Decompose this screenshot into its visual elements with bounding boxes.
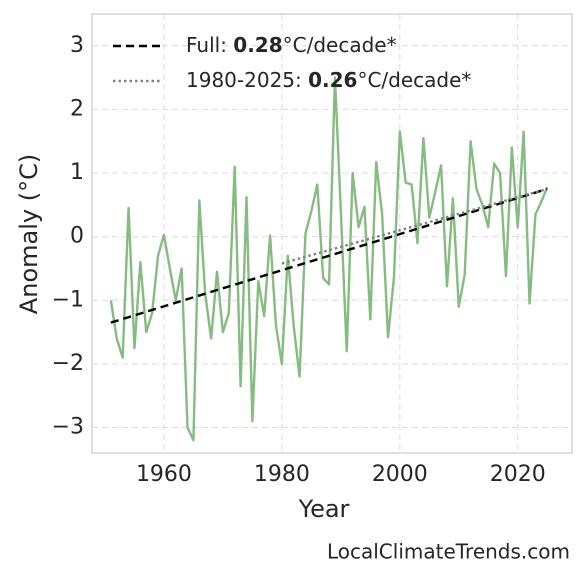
trend-line <box>110 187 548 324</box>
x-tick-label: 1980 <box>254 462 310 487</box>
trend-line <box>281 187 548 265</box>
x-axis-label: Year <box>298 495 350 523</box>
y-tick-label: 3 <box>70 33 84 58</box>
legend-text: 0.28 <box>233 33 282 57</box>
legend-label: 1980-2025: 0.26°C/decade* <box>186 68 471 92</box>
legend-text: °C/decade* <box>357 68 471 92</box>
data-line <box>109 76 549 442</box>
y-axis-label: Anomaly (°C) <box>15 154 43 314</box>
y-tick-label: 0 <box>70 224 84 249</box>
y-tick-label: 1 <box>70 160 84 185</box>
legend-label: Full: 0.28°C/decade* <box>186 33 397 57</box>
legend-text: °C/decade* <box>283 33 397 57</box>
y-tick-label: −3 <box>52 415 84 440</box>
y-tick-label: −2 <box>52 351 84 376</box>
x-tick-label: 2020 <box>490 462 546 487</box>
source: LocalClimateTrends.com <box>327 540 570 564</box>
x-tick-label: 1960 <box>136 462 192 487</box>
y-tick-label: 2 <box>70 96 84 121</box>
legend-text: 0.26 <box>308 68 357 92</box>
legend-text: 1980-2025: <box>186 68 308 92</box>
y-tick-label: −1 <box>52 287 84 312</box>
legend-text: Full: <box>186 33 233 57</box>
plot-frame <box>91 13 573 454</box>
x-tick-label: 2000 <box>372 462 428 487</box>
